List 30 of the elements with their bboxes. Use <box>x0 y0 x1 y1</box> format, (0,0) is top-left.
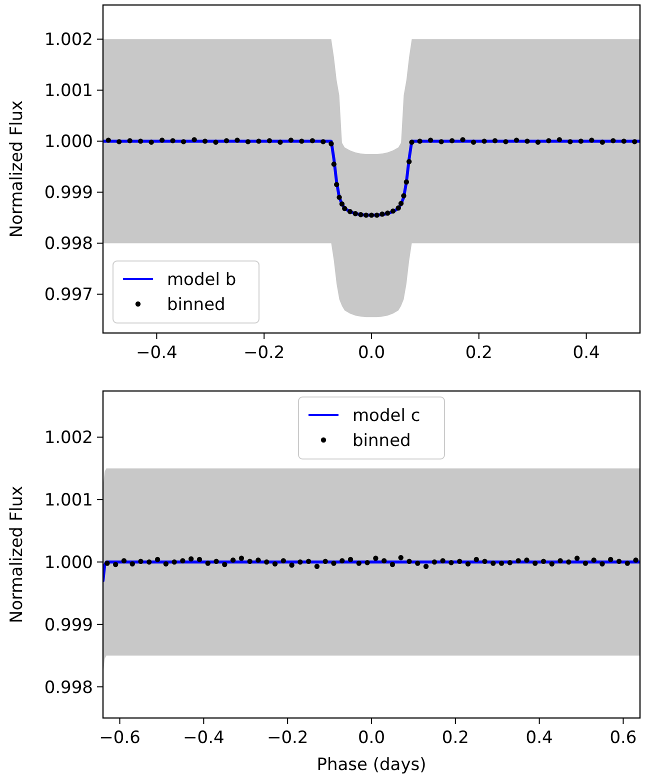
legend-label: model b <box>167 270 236 290</box>
y-axis-title: Normalized Flux <box>7 100 27 238</box>
y-tick-label: 1.002 <box>44 30 93 50</box>
y-tick-label: 0.997 <box>44 285 93 306</box>
legend-label: binned <box>167 295 226 315</box>
x-tick-label: −0.4 <box>183 728 224 748</box>
y-tick-label: 0.999 <box>44 615 93 636</box>
x-tick-label: 0.6 <box>610 728 637 748</box>
y-tick-label: 1.000 <box>44 552 93 573</box>
x-tick-label: −0.6 <box>99 728 140 748</box>
x-tick-label: −0.4 <box>136 343 178 363</box>
y-axis-title: Normalized Flux <box>7 486 27 624</box>
x-tick-label: −0.2 <box>266 728 308 748</box>
x-tick-label: 0.0 <box>358 343 386 363</box>
x-axis-title: Phase (days) <box>316 755 426 775</box>
y-tick-label: 0.998 <box>44 678 93 698</box>
y-tick-label: 0.998 <box>44 234 93 254</box>
x-tick-label: −0.2 <box>243 343 285 363</box>
y-tick-label: 1.002 <box>44 428 93 448</box>
y-tick-label: 1.001 <box>44 490 93 511</box>
x-tick-label: 0.4 <box>572 343 600 363</box>
y-tick-label: 1.000 <box>44 132 93 152</box>
x-tick-label: 0.0 <box>358 728 386 748</box>
x-tick-label: 0.2 <box>442 728 469 748</box>
legend-label: model c <box>352 406 420 426</box>
x-tick-label: 0.2 <box>465 343 492 363</box>
x-tick-label: 0.4 <box>526 728 553 748</box>
y-tick-label: 1.001 <box>44 81 93 102</box>
y-tick-label: 0.999 <box>44 183 93 204</box>
legend-label: binned <box>352 431 411 451</box>
